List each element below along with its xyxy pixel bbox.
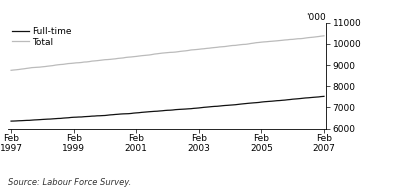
Legend: Full-time, Total: Full-time, Total: [12, 27, 72, 46]
Text: '000: '000: [306, 13, 326, 22]
Text: Source: Labour Force Survey.: Source: Labour Force Survey.: [8, 178, 131, 187]
